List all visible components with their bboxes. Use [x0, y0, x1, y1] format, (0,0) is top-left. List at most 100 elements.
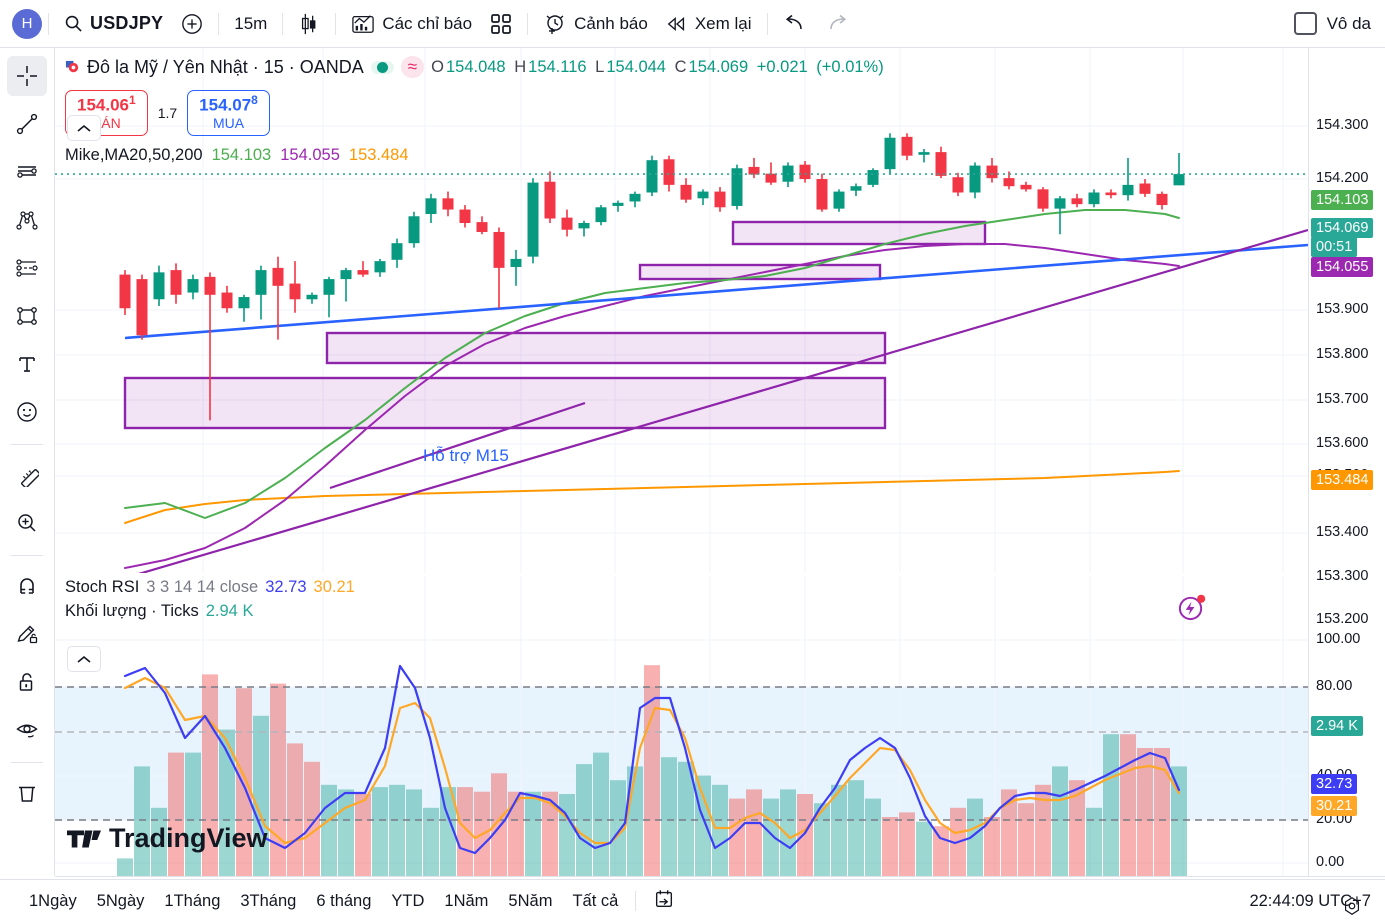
- candle: [833, 189, 845, 212]
- alerts-button[interactable]: Cảnh báo: [534, 7, 657, 41]
- indicator-pane-collapse-button[interactable]: [67, 646, 101, 672]
- volume-legend[interactable]: Khối lượng · Ticks 2.94 K: [65, 602, 355, 621]
- price-chart-svg[interactable]: Hỗ trợ M15: [55, 48, 1308, 573]
- prediction-tool[interactable]: [7, 248, 47, 288]
- layout-button[interactable]: [481, 7, 521, 41]
- candle-body: [408, 216, 420, 244]
- last-price-tag[interactable]: 154.069: [1311, 218, 1374, 238]
- candle-body: [357, 270, 369, 275]
- price-axis-label: 153.900: [1316, 301, 1369, 317]
- symbol-search[interactable]: USDJPY: [55, 7, 172, 41]
- cross-cursor-tool[interactable]: [7, 56, 47, 96]
- supply-zone-4[interactable]: [731, 220, 987, 246]
- indicators-button[interactable]: Các chỉ báo: [342, 7, 481, 41]
- horizontal-lines-tool[interactable]: [7, 152, 47, 192]
- undo-button[interactable]: [774, 7, 816, 41]
- toolbar-separator-1: [11, 444, 43, 445]
- volume-bar: [185, 752, 201, 876]
- chart-container[interactable]: Hỗ trợ M15 Đô la Mỹ / Yên Nhật · 15 · OA…: [55, 48, 1385, 915]
- range-button[interactable]: 6 tháng: [316, 891, 372, 910]
- candle-body: [204, 276, 216, 295]
- volume-tag[interactable]: 2.94 K: [1311, 716, 1363, 736]
- candle: [697, 189, 709, 206]
- range-button[interactable]: 1Tháng: [164, 891, 221, 910]
- candle: [323, 276, 335, 318]
- ma50-price-tag[interactable]: 154.055: [1311, 257, 1374, 277]
- range-button[interactable]: 1Năm: [444, 891, 489, 910]
- candle-body: [374, 261, 386, 273]
- volume-bar: [457, 787, 473, 876]
- stoch-d-tag[interactable]: 30.21: [1311, 796, 1358, 816]
- hide-drawings-tool[interactable]: [7, 710, 47, 750]
- rectangle-tool[interactable]: [7, 296, 47, 336]
- goto-date-button[interactable]: [644, 884, 684, 919]
- blue-trendline[interactable]: [124, 243, 1308, 340]
- text-tool[interactable]: [7, 344, 47, 384]
- clock-label[interactable]: 22:44:09 UTC+7: [1249, 891, 1371, 910]
- user-avatar[interactable]: H: [12, 8, 42, 39]
- supply-zone-1[interactable]: [123, 376, 887, 430]
- candle-body: [663, 159, 675, 185]
- redo-button[interactable]: [816, 7, 858, 41]
- range-button[interactable]: 1Ngày: [29, 891, 77, 910]
- grid-layout-icon: [491, 13, 511, 34]
- timeframe-selector[interactable]: 15m: [225, 7, 276, 41]
- account-area[interactable]: Vô da: [1293, 12, 1371, 35]
- indicator-chart-svg[interactable]: [55, 576, 1308, 876]
- purple-trendline[interactable]: [125, 228, 1308, 573]
- magnet-tool[interactable]: [7, 566, 47, 606]
- range-button[interactable]: 5Ngày: [96, 891, 145, 910]
- chart-style-button[interactable]: [289, 7, 329, 41]
- stoch-k-value: 32.73: [265, 578, 307, 596]
- candle: [867, 168, 879, 188]
- range-button[interactable]: 5Năm: [508, 891, 553, 910]
- chart-settings-button[interactable]: [1341, 895, 1363, 922]
- candle-body: [510, 258, 522, 267]
- pattern-tool[interactable]: [7, 200, 47, 240]
- support-annotation[interactable]: Hỗ trợ M15: [423, 446, 509, 465]
- lightning-badge[interactable]: [1177, 593, 1206, 622]
- price-axis[interactable]: 154.300 154.200 153.900 153.800 153.700 153.6…: [1308, 48, 1385, 915]
- range-button[interactable]: Tất cả: [572, 891, 619, 910]
- toolbar-divider: [48, 12, 49, 35]
- zoom-in-tool[interactable]: [7, 503, 47, 543]
- price-pane[interactable]: Hỗ trợ M15: [55, 48, 1308, 573]
- candle: [1105, 189, 1117, 199]
- volume-bar: [763, 798, 779, 876]
- stoch-band-background: [55, 687, 1308, 820]
- candle-body: [1088, 192, 1100, 205]
- candle: [1037, 187, 1049, 212]
- countdown-tag[interactable]: 00:51: [1311, 237, 1358, 257]
- volume-bar: [372, 787, 388, 876]
- replay-button[interactable]: Xem lại: [657, 7, 761, 41]
- range-button[interactable]: 3Tháng: [240, 891, 297, 910]
- stoch-k-tag[interactable]: 32.73: [1311, 774, 1358, 794]
- toolbar-divider-5: [527, 12, 529, 35]
- add-symbol-button[interactable]: [172, 7, 212, 41]
- trend-line-tool[interactable]: [7, 104, 47, 144]
- volume-bar: [1103, 734, 1119, 876]
- remove-drawings-tool[interactable]: [7, 773, 47, 813]
- stoch-rsi-legend[interactable]: Stoch RSI 3 3 14 14 close 32.73 30.21: [65, 578, 355, 597]
- drawing-mode-tool[interactable]: [7, 614, 47, 654]
- candle: [1156, 191, 1168, 210]
- range-button[interactable]: YTD: [391, 891, 425, 910]
- emoji-tool[interactable]: [7, 392, 47, 432]
- volume-bar: [117, 858, 133, 876]
- ma200-price-tag[interactable]: 153.484: [1311, 470, 1374, 490]
- candle-body: [289, 283, 301, 300]
- rectangle-icon: [17, 307, 37, 325]
- supply-zone-2[interactable]: [325, 331, 887, 365]
- measure-tool[interactable]: [7, 455, 47, 495]
- ma-indicator-legend[interactable]: Mike,MA20,50,200 154.103 154.055 153.484: [65, 146, 884, 165]
- lock-drawings-tool[interactable]: [7, 662, 47, 702]
- buy-button[interactable]: 154.078 MUA: [187, 90, 270, 137]
- support-trendline[interactable]: [329, 401, 586, 490]
- indicator-pane[interactable]: [55, 576, 1308, 876]
- candle-body: [153, 272, 165, 300]
- price-pane-collapse-button[interactable]: [67, 115, 101, 141]
- pencil-lock-icon: [17, 625, 38, 644]
- candle-body: [391, 243, 403, 260]
- ma20-price-tag[interactable]: 154.103: [1311, 190, 1374, 210]
- candle: [289, 261, 301, 313]
